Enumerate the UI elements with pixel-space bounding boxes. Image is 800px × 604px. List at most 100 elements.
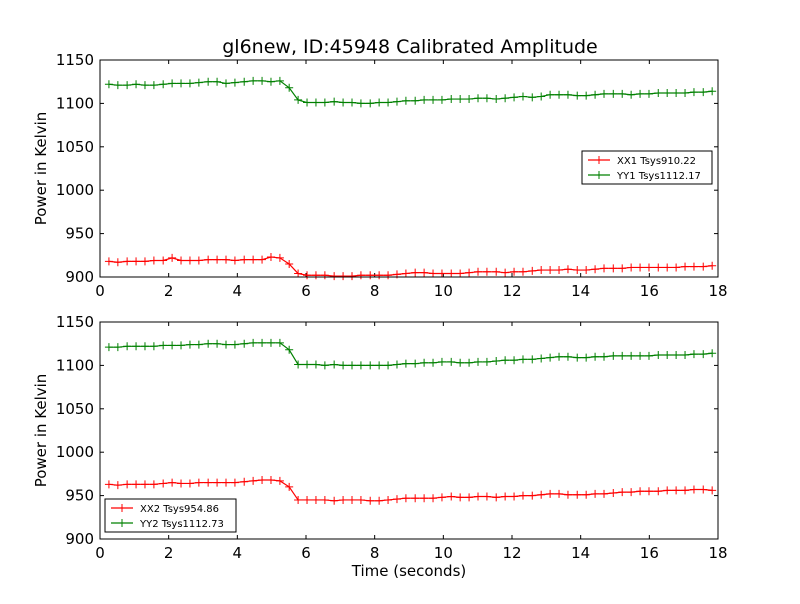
point-1-2-44 xyxy=(501,94,510,103)
x-tick-label-1-6: 12 xyxy=(502,282,521,300)
point-2-1-21 xyxy=(294,495,303,504)
y-tick-label-2-2: 1000 xyxy=(56,443,94,461)
point-2-2-52 xyxy=(573,353,582,362)
y-tick-label-2-3: 1050 xyxy=(56,400,94,418)
point-2-1-50 xyxy=(555,489,564,498)
x-tick-label-1-2: 4 xyxy=(233,282,243,300)
legend-marker-1-2 xyxy=(595,171,603,179)
point-1-2-6 xyxy=(159,80,168,89)
point-2-1-3 xyxy=(132,480,141,489)
legend-2: XX2 Tsys954.86 YY2 Tsys1112.73 xyxy=(104,498,237,533)
point-2-1-7 xyxy=(168,478,177,487)
point-1-2-62 xyxy=(663,88,672,97)
point-2-2-19 xyxy=(275,338,284,347)
point-1-1-10 xyxy=(194,256,203,265)
x-tick-label-1-5: 10 xyxy=(434,282,453,300)
point-2-1-23 xyxy=(311,495,320,504)
point-2-2-57 xyxy=(618,351,627,360)
x-tick-label-2-7: 14 xyxy=(571,544,590,562)
point-2-2-29 xyxy=(366,361,375,370)
point-2-1-6 xyxy=(159,479,168,488)
point-1-2-26 xyxy=(339,98,348,107)
point-1-1-21 xyxy=(294,269,303,278)
point-1-2-7 xyxy=(168,79,177,88)
point-2-1-30 xyxy=(375,496,384,505)
point-2-2-66 xyxy=(699,350,708,359)
point-1-1-20 xyxy=(285,259,294,268)
point-1-1-23 xyxy=(311,271,320,280)
point-2-2-31 xyxy=(384,361,393,370)
y-axis-label-2: Power in Kelvin xyxy=(32,374,50,488)
y-tick-label-1-4: 1100 xyxy=(56,94,94,112)
point-1-2-55 xyxy=(600,89,609,98)
series-2-1 xyxy=(104,475,717,505)
point-2-1-25 xyxy=(330,496,339,505)
series-1-2 xyxy=(104,76,717,108)
point-1-1-49 xyxy=(546,266,555,275)
point-2-1-49 xyxy=(546,489,555,498)
y-tick-label-2-1: 950 xyxy=(65,487,94,505)
point-2-1-2 xyxy=(123,480,132,489)
subplot-1: 0 2 4 6 8 10 12 14 16 18 900 950 1000 1050 1100 1150 Pow… xyxy=(32,51,728,300)
legend-marker-2-1 xyxy=(118,504,126,512)
point-2-2-12 xyxy=(213,339,222,348)
point-2-1-65 xyxy=(689,485,698,494)
point-1-2-41 xyxy=(474,94,483,103)
point-1-1-64 xyxy=(681,262,690,271)
x-tick-label-2-4: 8 xyxy=(370,544,380,562)
point-2-2-49 xyxy=(546,353,555,362)
x-tick-label-1-0: 0 xyxy=(95,282,105,300)
point-1-2-36 xyxy=(429,95,438,104)
point-2-2-60 xyxy=(644,351,653,360)
point-1-1-24 xyxy=(320,271,329,280)
legend-marker-2-2 xyxy=(118,519,126,527)
point-2-1-41 xyxy=(474,492,483,501)
point-2-1-47 xyxy=(528,491,537,500)
point-2-2-51 xyxy=(563,352,572,361)
point-1-2-21 xyxy=(294,95,303,104)
x-tick-label-2-9: 18 xyxy=(708,544,727,562)
point-1-2-57 xyxy=(618,89,627,98)
chart-title: gl6new, ID:45948 Calibrated Amplitude xyxy=(222,36,597,58)
point-1-1-58 xyxy=(627,263,636,272)
point-1-2-23 xyxy=(311,98,320,107)
point-1-1-43 xyxy=(492,267,501,276)
point-2-2-33 xyxy=(401,359,410,368)
point-1-2-46 xyxy=(518,92,527,101)
point-2-2-55 xyxy=(600,352,609,361)
point-1-1-0 xyxy=(104,257,113,266)
point-2-1-9 xyxy=(185,479,194,488)
point-2-1-19 xyxy=(275,476,284,485)
point-2-2-16 xyxy=(249,338,258,347)
point-1-2-5 xyxy=(149,81,158,90)
point-1-2-31 xyxy=(384,98,393,107)
point-2-2-47 xyxy=(528,355,537,364)
point-2-2-21 xyxy=(294,360,303,369)
point-1-1-54 xyxy=(591,265,600,274)
point-2-1-66 xyxy=(699,485,708,494)
point-1-1-57 xyxy=(618,264,627,273)
point-1-1-34 xyxy=(411,268,420,277)
legend-label-2-2: YY2 Tsys1112.73 xyxy=(139,519,224,530)
point-1-2-10 xyxy=(194,78,203,87)
point-1-2-65 xyxy=(689,88,698,97)
point-2-2-65 xyxy=(689,350,698,359)
point-2-1-20 xyxy=(285,482,294,491)
point-1-1-8 xyxy=(177,256,186,265)
point-1-2-37 xyxy=(437,95,446,104)
point-2-1-18 xyxy=(266,475,275,484)
point-2-2-53 xyxy=(582,353,591,362)
point-1-1-62 xyxy=(663,263,672,272)
point-2-2-41 xyxy=(474,357,483,366)
x-tick-label-1-1: 2 xyxy=(164,282,174,300)
point-2-1-58 xyxy=(627,488,636,497)
point-1-1-44 xyxy=(501,268,510,277)
legend-marker-1-1 xyxy=(595,156,603,164)
point-1-1-15 xyxy=(240,255,249,264)
point-2-1-1 xyxy=(113,481,122,490)
point-1-2-24 xyxy=(320,98,329,107)
point-2-1-15 xyxy=(240,477,249,486)
point-1-2-64 xyxy=(681,88,690,97)
point-1-1-38 xyxy=(447,269,456,278)
